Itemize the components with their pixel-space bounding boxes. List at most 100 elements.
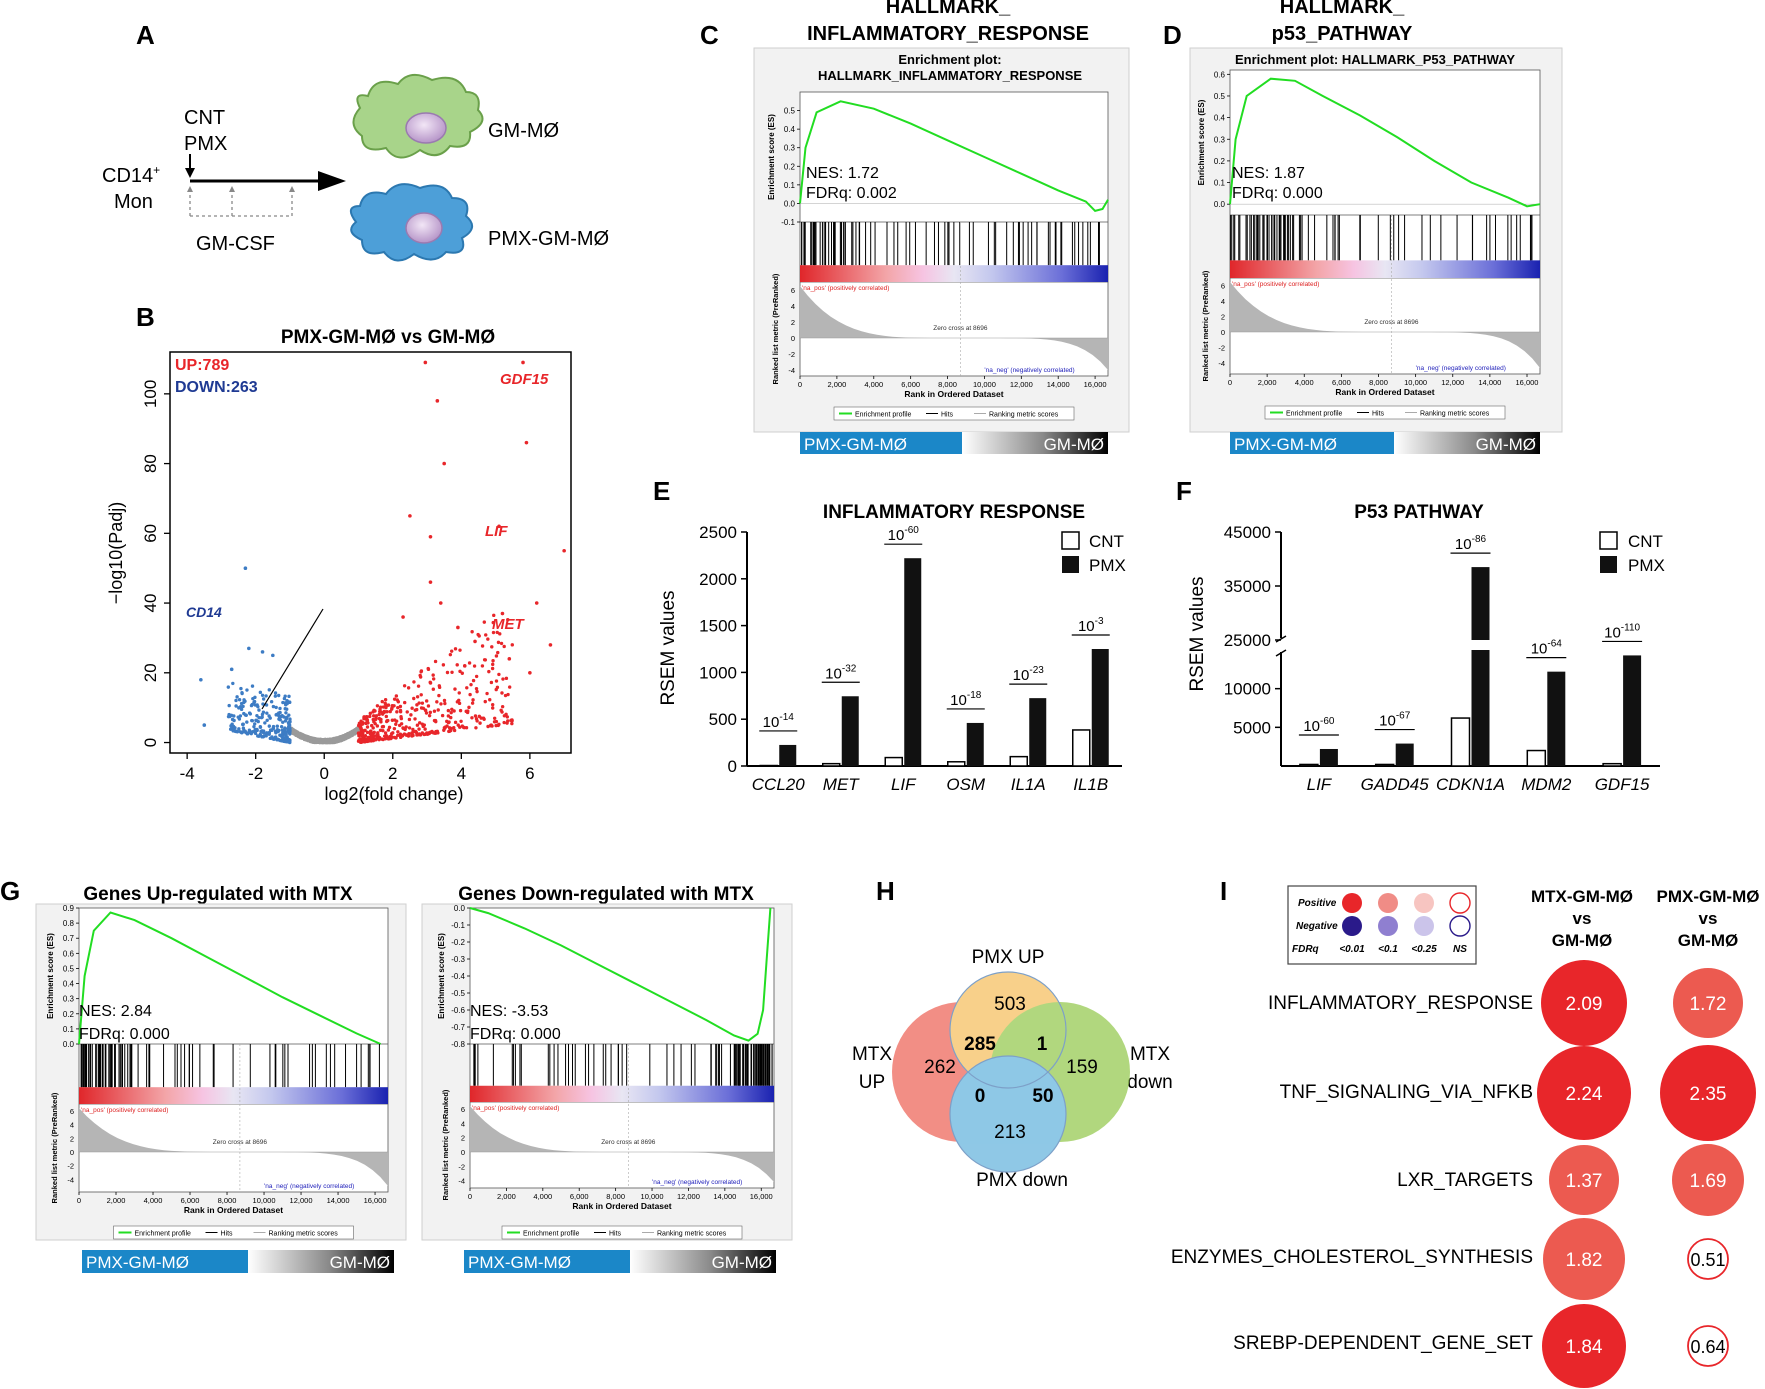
- volcano-point-down: [276, 729, 280, 734]
- volcano-xtick-label: 4: [457, 764, 466, 783]
- gsea-legend-box: [501, 1225, 743, 1240]
- volcano-point-up: [499, 641, 504, 646]
- panel-a: A CNT PMX CD14+ Mon GM-CSF GM-MØ PMX-GM-…: [102, 20, 609, 262]
- volcano-point-up: [376, 731, 380, 735]
- volcano-point-up: [458, 708, 463, 713]
- gsea-xtick-label: 10,000: [973, 380, 996, 389]
- gsea-d-left-label: PMX-GM-MØ: [1234, 435, 1337, 454]
- volcano-point-up: [446, 708, 451, 713]
- volcano-point-up: [401, 615, 405, 619]
- bars-e-ytick-label: 1000: [699, 663, 737, 682]
- volcano-point-down: [264, 694, 268, 698]
- volcano-point-down: [238, 730, 243, 734]
- volcano-point-up: [387, 725, 392, 730]
- volcano-point-up: [431, 677, 436, 681]
- volcano-point-up: [379, 720, 383, 724]
- volcano-point-up: [507, 685, 512, 689]
- volcano-point-up: [482, 717, 486, 721]
- volcano-point-up: [469, 682, 473, 687]
- volcano-point-down: [250, 684, 255, 688]
- volcano-point-up: [365, 730, 370, 735]
- volcano-point-down: [282, 728, 287, 732]
- volcano-point-ns: [329, 740, 333, 745]
- volcano-point-down: [257, 708, 261, 712]
- volcano-point-up: [509, 718, 513, 723]
- volcano-point-up: [415, 723, 420, 727]
- bars-f-chart: 5000 10000 25000 35000 45000 LIF 10-60 GADD45 10…: [1224, 523, 1660, 794]
- gsea-ytick-label: 0.8: [63, 919, 75, 928]
- venn-n-213: 213: [994, 1122, 1026, 1143]
- volcano-point-up: [458, 669, 462, 674]
- volcano-point-down: [277, 738, 281, 742]
- volcano-point-down: [269, 699, 274, 704]
- gene-cd14: CD14: [186, 604, 222, 620]
- dot-value: 1.82: [1566, 1250, 1603, 1271]
- volcano-point-up: [483, 699, 487, 704]
- volcano-ytick-label: 40: [141, 594, 160, 613]
- volcano-point-up: [507, 657, 512, 661]
- volcano-point-up: [396, 700, 401, 704]
- gsea-legend-hits: Hits: [609, 1231, 622, 1238]
- volcano-point-up: [416, 684, 421, 688]
- dot-pmx-srebp: [1687, 1325, 1729, 1367]
- volcano-point-up: [500, 691, 504, 695]
- volcano-ytick-label: 60: [141, 524, 160, 543]
- volcano-point-down: [271, 726, 276, 731]
- volcano-point-up: [383, 731, 388, 735]
- gsea-d-nes: NES: 1.87: [1232, 165, 1305, 182]
- volcano-point-down: [226, 714, 231, 719]
- volcano-point-up: [432, 709, 437, 713]
- panel-c: C HALLMARK_ INFLAMMATORY_RESPONSE Enrich…: [700, 0, 1130, 454]
- bar-pmx: [966, 722, 984, 766]
- volcano-point-up: [388, 709, 392, 714]
- volcano-point-up: [482, 620, 487, 624]
- volcano-point-up: [363, 733, 368, 738]
- volcano-point-up: [385, 719, 389, 723]
- bar-cnt: [822, 762, 841, 767]
- bar-pmx: [1319, 748, 1338, 766]
- gsea-hits: [473, 1044, 773, 1086]
- bars-f-pvalue: 10-60: [1303, 716, 1335, 735]
- volcano-point-down: [245, 688, 249, 692]
- volcano-point-up: [496, 650, 500, 655]
- volcano-point-up: [360, 736, 365, 741]
- volcano-point-down: [243, 729, 247, 733]
- legend-dot-neg-3: [1414, 916, 1434, 936]
- volcano-xlabel: log2(fold change): [324, 784, 463, 804]
- volcano-point-up: [464, 709, 468, 714]
- venn-n-0: 0: [975, 1086, 986, 1107]
- panel-letter-e: E: [653, 476, 670, 506]
- volcano-point-up: [502, 714, 507, 718]
- legend-fdr-3: <0.25: [1411, 944, 1437, 955]
- volcano-point-ns: [307, 738, 311, 742]
- volcano-point-ns: [340, 737, 344, 741]
- volcano-point-up: [378, 705, 383, 709]
- gsea-rank-ytick-label: -4: [67, 1175, 74, 1184]
- volcano-point-up: [449, 715, 453, 720]
- volcano-point-down: [263, 721, 267, 725]
- volcano-point-up: [504, 676, 509, 681]
- gsea-ylabel-rank: Ranked list metric (PreRanked): [771, 273, 780, 384]
- volcano-point-down: [281, 700, 285, 705]
- volcano-xtick-label: 2: [388, 764, 397, 783]
- gsea-legend-profile: Enrichment profile: [135, 1231, 192, 1238]
- dot-row-label: ENZYMES_CHOLESTEROL_SYNTHESIS: [1171, 1247, 1533, 1268]
- dot-value: 0.64: [1690, 1337, 1725, 1357]
- volcano-point-up: [497, 524, 501, 529]
- volcano-point-up: [413, 717, 417, 721]
- volcano-point-up: [420, 731, 425, 735]
- gsea-legend-box: [833, 406, 1075, 421]
- panel-letter-g: G: [0, 876, 20, 906]
- mon-label: Mon: [114, 191, 153, 213]
- volcano-point-up: [500, 611, 505, 616]
- volcano-point-up: [510, 721, 514, 726]
- volcano-point-up: [357, 738, 361, 742]
- gsea-xtick-label: 0: [468, 1192, 472, 1201]
- dot-value: 2.24: [1566, 1084, 1603, 1105]
- volcano-point-up: [502, 644, 506, 649]
- gsea-ytick-label: -0.6: [451, 1006, 465, 1015]
- volcano-point-down: [239, 701, 244, 706]
- volcano-point-down: [288, 700, 292, 705]
- volcano-point-up: [363, 728, 367, 733]
- gsea-g1-fdr: FDRq: 0.000: [79, 1026, 170, 1043]
